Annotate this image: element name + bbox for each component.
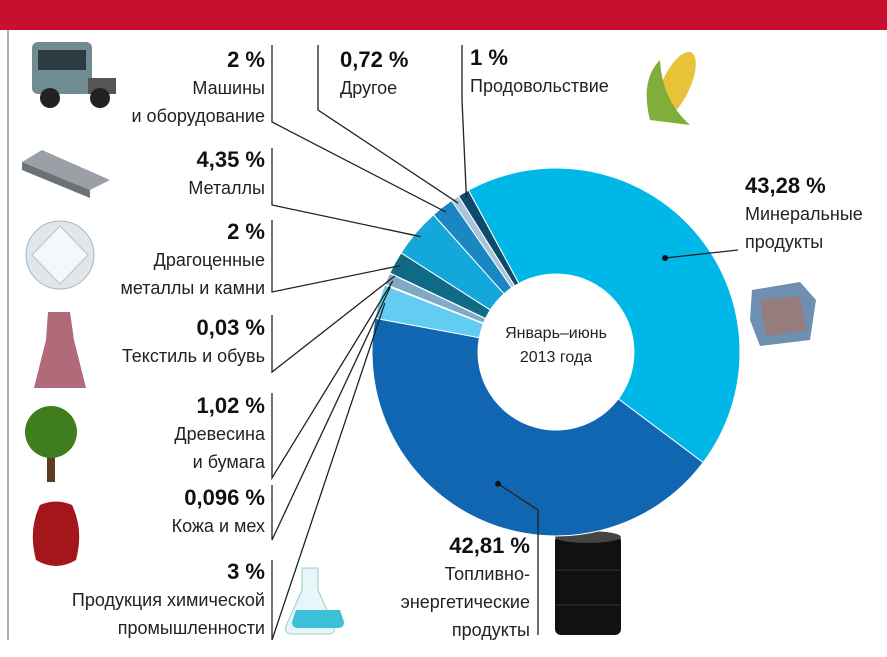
value-label: 2 %	[5, 218, 265, 246]
segment-label: 2 %Машины и оборудование	[5, 46, 265, 130]
segment-label: 0,72 %Другое	[340, 46, 600, 102]
leader-dot	[495, 481, 501, 487]
leader-line	[272, 148, 421, 237]
value-label: 0,03 %	[5, 314, 265, 342]
segment-label: 3 %Продукция химической промышленности	[5, 558, 265, 642]
segment-label: 42,81 %Топливно- энергетические продукты	[270, 532, 530, 644]
barrel-icon	[555, 531, 621, 635]
leader-dot	[662, 255, 668, 261]
category-label: Продукция химической промышленности	[5, 586, 265, 642]
value-label: 0,72 %	[340, 46, 600, 74]
segment-label: 2 %Драгоценные металлы и камни	[5, 218, 265, 302]
segment-label: 4,35 %Металлы	[5, 146, 265, 202]
rock-icon	[750, 282, 816, 346]
category-label: Металлы	[5, 174, 265, 202]
category-label: Драгоценные металлы и камни	[5, 246, 265, 302]
leader-line	[272, 287, 390, 540]
value-label: 4,35 %	[5, 146, 265, 174]
value-label: 3 %	[5, 558, 265, 586]
segment-label: 1,02 %Древесина и бумага	[5, 392, 265, 476]
infographic: Январь–июнь 2013 года 1 %Продовольствие4…	[0, 0, 887, 657]
category-label: Древесина и бумага	[5, 420, 265, 476]
category-label: Минеральные продукты	[745, 200, 887, 256]
value-label: 42,81 %	[270, 532, 530, 560]
value-label: 0,096 %	[5, 484, 265, 512]
value-label: 43,28 %	[745, 172, 887, 200]
value-label: 2 %	[5, 46, 265, 74]
segment-label: 43,28 %Минеральные продукты	[745, 172, 887, 256]
segment-label: 0,03 %Текстиль и обувь	[5, 314, 265, 370]
category-label: Текстиль и обувь	[5, 342, 265, 370]
value-label: 1,02 %	[5, 392, 265, 420]
leader-line	[272, 220, 400, 292]
category-label: Кожа и мех	[5, 512, 265, 540]
segment-label: 0,096 %Кожа и мех	[5, 484, 265, 540]
center-label: Январь–июнь 2013 года	[476, 322, 636, 370]
category-label: Машины и оборудование	[5, 74, 265, 130]
header-bar	[0, 0, 887, 30]
category-label: Другое	[340, 74, 600, 102]
category-label: Топливно- энергетические продукты	[270, 560, 530, 644]
